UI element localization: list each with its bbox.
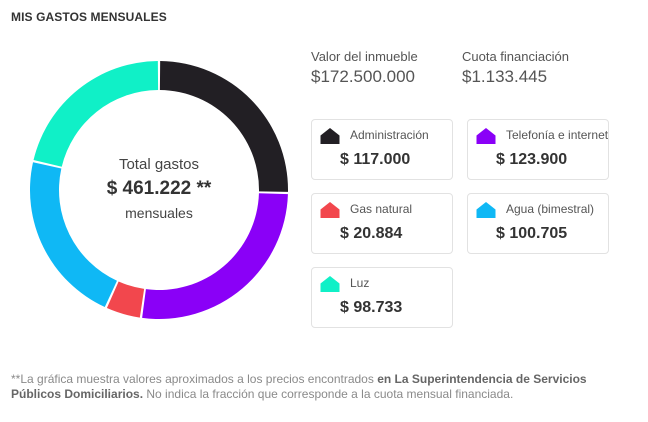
footnote-text-end: No indica la fracción que corresponde a … [143,387,514,401]
house-icon [320,128,340,144]
expense-card-administracion: Administración $ 117.000 [311,119,453,180]
house-icon [476,202,496,218]
expense-amount: $ 117.000 [340,151,411,168]
property-value-amount: $172.500.000 [311,67,415,86]
property-value-label: Valor del inmueble [311,49,418,64]
donut-center: Total gastos $ 461.222 ** mensuales [30,61,288,319]
donut-segment-4 [33,61,159,167]
donut-segment-1 [142,193,288,319]
donut-segment-3 [30,162,117,308]
expenses-donut-chart: Total gastos $ 461.222 ** mensuales [30,61,288,319]
house-icon [320,276,340,292]
footnote: **La gráfica muestra valores aproximados… [11,372,631,402]
total-value: $ 461.222 ** [106,177,212,199]
expense-name: Luz [350,276,370,290]
donut-segment-2 [106,281,145,318]
expense-card-luz: Luz $ 98.733 [311,267,453,328]
total-label: Total gastos [118,155,200,173]
house-icon [320,202,340,218]
donut-segment-0 [159,61,288,192]
quota-label: Cuota financiación [462,49,569,64]
total-sub: mensuales [125,204,193,221]
quota-info: Cuota financiación $1.133.445 [462,49,569,87]
expense-amount: $ 20.884 [340,225,403,242]
expense-card-agua: Agua (bimestral) $ 100.705 [467,193,609,254]
footnote-text: **La gráfica muestra valores aproximados… [11,372,378,386]
expense-name: Administración [350,128,429,142]
expense-amount: $ 100.705 [496,225,568,242]
expense-amount: $ 98.733 [340,299,403,316]
page-title: MIS GASTOS MENSUALES [11,10,167,24]
expense-card-gas: Gas natural $ 20.884 [311,193,453,254]
footnote-bold: en La Superintendencia de Servicios Públ… [11,372,587,401]
expense-name: Gas natural [350,202,413,216]
property-value-info: Valor del inmueble $172.500.000 [311,49,418,87]
house-icon [476,128,496,144]
expense-name: Agua (bimestral) [506,202,595,216]
quota-amount: $1.133.445 [462,67,548,86]
expense-card-telefonia: Telefonía e internet $ 123.900 [467,119,609,180]
donut-svg [30,61,288,319]
expense-name: Telefonía e internet [506,128,609,142]
expense-amount: $ 123.900 [496,151,568,168]
